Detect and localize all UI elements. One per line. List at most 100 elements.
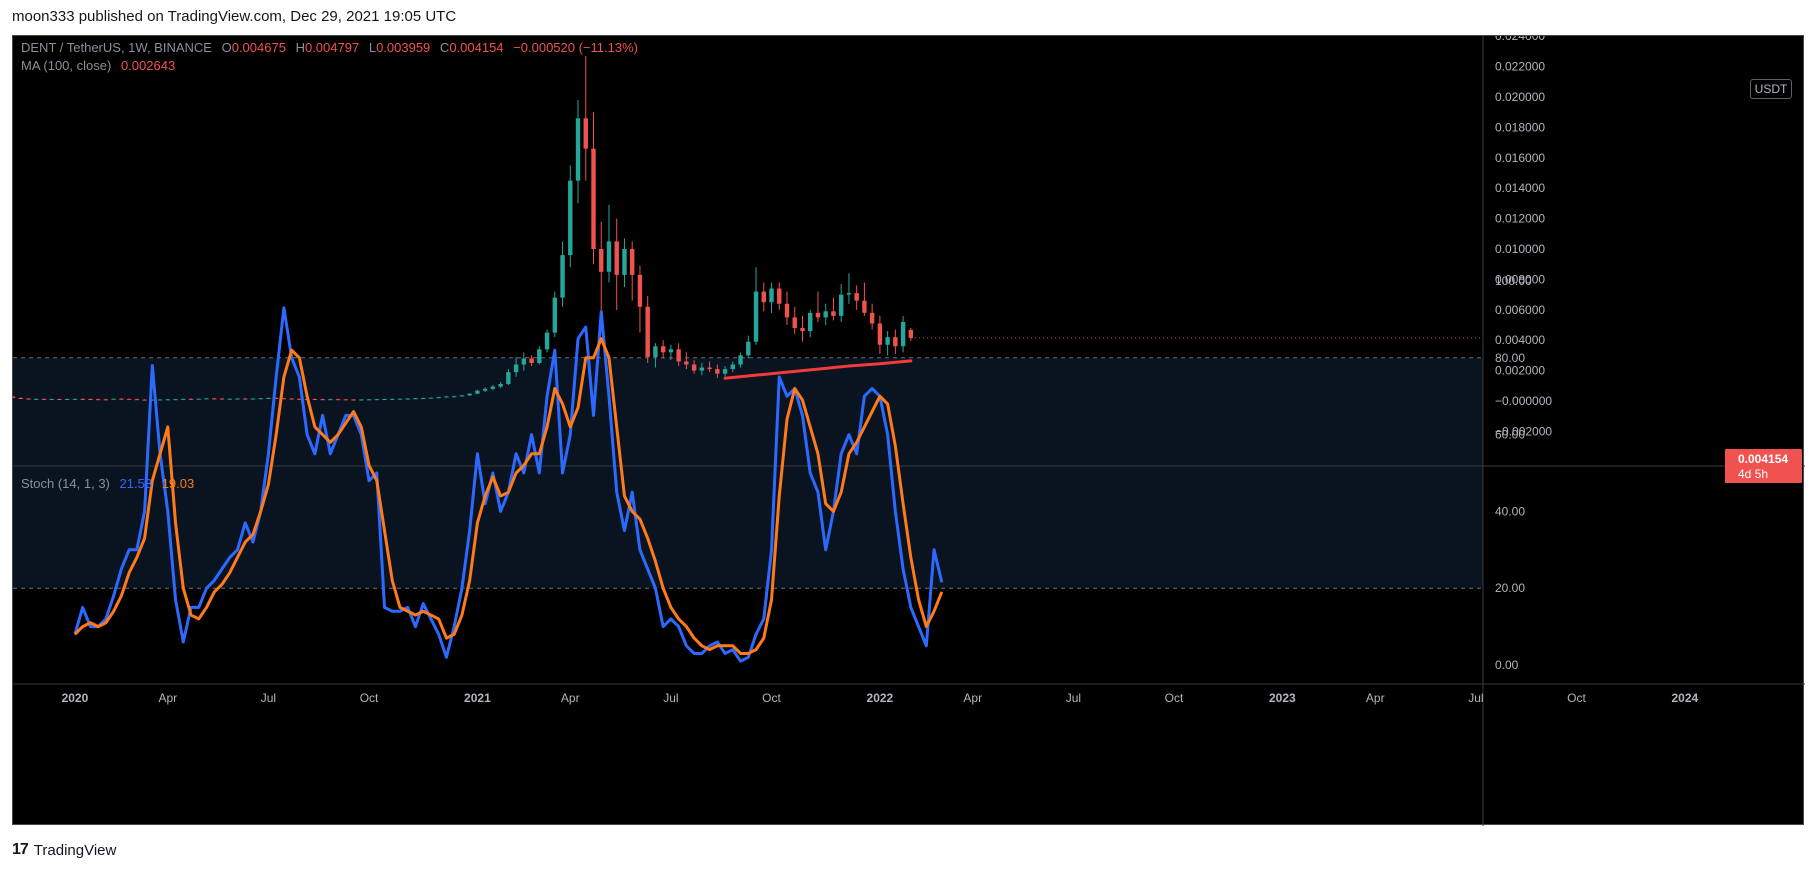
time-axis-tick: Apr	[1366, 691, 1385, 705]
candle-body	[753, 291, 759, 342]
candle-body	[266, 397, 271, 399]
currency-unit-badge[interactable]: USDT	[1750, 79, 1792, 99]
time-axis-tick: Oct	[360, 691, 379, 705]
candle-body	[26, 398, 31, 400]
price-axis-tick: 0.024000	[1495, 36, 1545, 43]
candle-body	[482, 388, 488, 391]
candle-body	[436, 397, 441, 399]
candle-body	[645, 306, 650, 357]
time-axis-tick: 2022	[867, 691, 894, 705]
candle-body	[738, 355, 743, 365]
candle-body	[72, 398, 78, 400]
candle-body	[668, 349, 674, 353]
candle-body	[475, 390, 480, 394]
candle-body	[165, 399, 170, 401]
ma-label: MA (100, close)	[21, 58, 112, 73]
candle-body	[715, 369, 720, 374]
candle-body	[707, 367, 712, 370]
time-axis-tick: 2021	[464, 691, 491, 705]
candle-body	[498, 383, 503, 387]
candle-body	[444, 396, 449, 398]
open-label: O	[221, 40, 232, 55]
open-value: 0.004675	[231, 40, 286, 55]
stoch-label: Stoch (14, 1, 3)	[21, 476, 110, 491]
candle-body	[614, 241, 619, 275]
time-axis-tick: Jul	[1468, 691, 1483, 705]
stoch-axis-tick: 20.00	[1495, 581, 1525, 595]
candle-body	[521, 358, 527, 365]
time-axis-tick: Apr	[158, 691, 177, 705]
price-axis-tick: 0.020000	[1495, 90, 1545, 104]
candle-body	[699, 367, 705, 371]
candle-body	[575, 118, 581, 181]
candle-body	[335, 399, 341, 401]
candle-body	[808, 312, 813, 332]
candle-body	[126, 398, 132, 400]
symbol-label: DENT / TetherUS, 1W, BINANCE	[21, 40, 212, 55]
candle-body	[908, 329, 914, 338]
time-axis-tick: 2023	[1269, 691, 1296, 705]
close-label: C	[439, 40, 450, 55]
candle-body	[212, 398, 217, 400]
stoch-axis-tick: 60.00	[1495, 428, 1525, 442]
candle-body	[869, 312, 875, 324]
candle-body	[196, 398, 201, 400]
candle-body	[204, 398, 209, 400]
price-axis-tick: 0.016000	[1495, 151, 1545, 165]
stoch-d-line	[73, 337, 944, 655]
candle-body	[637, 274, 643, 307]
candle-body	[451, 396, 457, 398]
candle-body	[885, 337, 890, 345]
candle-body	[684, 361, 689, 365]
low-value: 0.003959	[376, 40, 431, 55]
chart-canvas[interactable]: 0.024000 0.022000 0.020000 0.018000 0.016000…	[13, 36, 1805, 826]
candle-body	[769, 288, 774, 303]
candle-body	[49, 399, 54, 401]
footer-brand[interactable]: 17 TradingView	[12, 839, 116, 861]
time-axis-tick: Apr	[561, 691, 580, 705]
candle-body	[854, 293, 859, 301]
candle-body	[552, 297, 557, 333]
brand-name: TradingView	[33, 841, 117, 859]
chart-frame[interactable]: 0.024000 0.022000 0.020000 0.018000 0.016000…	[12, 35, 1805, 826]
stoch-legend: Stoch (14, 1, 3) 21.53 19.03	[21, 476, 194, 491]
last-price-value: 0.004154	[1738, 452, 1789, 466]
candle-body	[405, 398, 410, 400]
candle-body	[730, 364, 736, 370]
candle-body	[95, 399, 101, 401]
candle-body	[343, 399, 349, 401]
candle-body	[64, 399, 70, 401]
price-axis-tick: 0.010000	[1495, 242, 1545, 256]
candle-body	[289, 398, 294, 400]
candle-body	[250, 398, 256, 400]
candle-body	[328, 399, 333, 401]
candle-body	[862, 300, 867, 313]
time-axis-tick: Jul	[1066, 691, 1081, 705]
close-value: 0.004154	[449, 40, 504, 55]
candle-body	[421, 398, 426, 400]
candle-body	[34, 398, 39, 400]
candle-body	[676, 349, 681, 362]
time-axis-tick: Apr	[963, 691, 982, 705]
candle-body	[88, 399, 93, 401]
stoch-axis-tick: 40.00	[1495, 504, 1525, 518]
candle-body	[761, 291, 766, 303]
time-axis-tick: Oct	[762, 691, 781, 705]
change-value: −0.000520 (−11.13%)	[513, 40, 638, 55]
candle-body	[831, 311, 836, 316]
price-axis-tick: 0.012000	[1495, 212, 1545, 226]
candle-body	[374, 399, 379, 401]
candle-body	[838, 294, 844, 316]
high-label: H	[295, 40, 305, 55]
candle-body	[583, 118, 588, 149]
candle-body	[900, 321, 906, 347]
candle-body	[413, 398, 418, 400]
time-axis-tick: 2020	[62, 691, 89, 705]
candle-body	[188, 398, 194, 400]
price-axis-tick: 0.004000	[1495, 333, 1545, 347]
time-axis-tick: Oct	[1165, 691, 1184, 705]
candle-body	[815, 312, 821, 318]
candle-body	[150, 399, 155, 401]
price-axis-tick: −0.002000	[1495, 424, 1552, 438]
candle-body	[281, 398, 287, 400]
